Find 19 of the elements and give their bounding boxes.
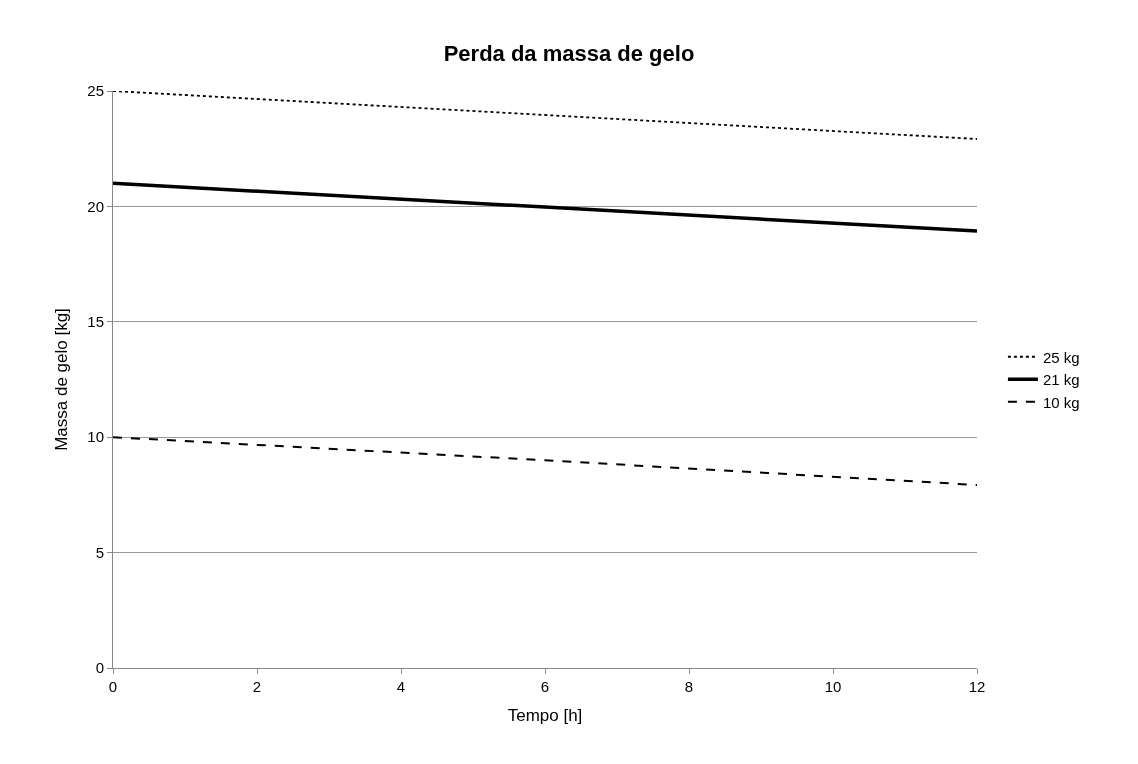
chart-title: Perda da massa de gelo [443,41,695,67]
y-tick-label: 20 [87,197,104,215]
y-tick-label: 10 [87,428,104,446]
x-tick-label: 8 [684,678,694,695]
x-tick-label: 2 [252,678,262,695]
legend-label: 21 kg [1042,371,1080,389]
legend-label: 25 kg [1042,348,1080,366]
x-axis-title: Tempo [h] [507,706,583,726]
x-tick-label: 12 [968,678,986,695]
y-tick-label: 5 [95,543,104,561]
x-tick-label: 10 [824,678,842,695]
x-tick-label: 0 [108,678,118,695]
y-axis-title: Massa de gelo [kg] [51,308,71,451]
y-tick-label: 0 [95,659,104,677]
y-tick-label: 15 [87,313,104,331]
y-tick-label: 25 [87,82,104,100]
x-tick-label: 4 [396,678,406,695]
legend-label: 10 kg [1042,393,1080,411]
x-tick-label: 6 [540,678,550,695]
